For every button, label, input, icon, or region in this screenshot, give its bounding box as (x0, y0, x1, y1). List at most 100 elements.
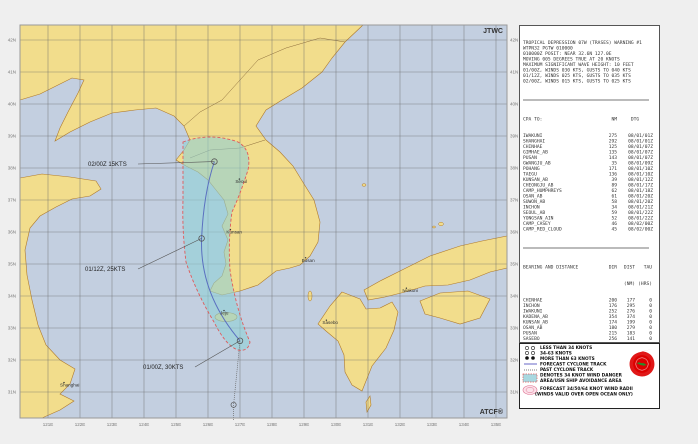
lat-tick-right: 42N (510, 38, 518, 43)
warning-header-line: TROPICAL DEPRESSION 07W (TRASES) WARNING… (523, 40, 642, 46)
table-cell: 143 (608, 155, 617, 161)
less-than-34-icon (525, 346, 529, 350)
table-row: OSAN_AB 180 279 0 (523, 325, 658, 331)
city-label: Busan (302, 258, 315, 263)
table-row: PUSAN 143 08/01/07Z (523, 155, 658, 161)
table-cell: SEOUL_AB (523, 210, 546, 216)
table-cell: 275 (608, 133, 617, 139)
forecast-position-label: 01/12Z, 25KTS (85, 267, 125, 273)
lat-tick-right: 41N (510, 70, 518, 75)
table-cell: KADENA_AB (523, 314, 548, 320)
table-cell: KUNSAN_AB (523, 319, 548, 326)
lat-tick-right: 36N (510, 230, 518, 235)
bearing-table: CHINHAE 200 177 0 INCHON 176 295 0 IWAKUNI 252 276… (523, 297, 658, 343)
table-cell: 08/01/22Z (628, 210, 653, 216)
table-cell: 0 (649, 303, 652, 309)
city-labels: Seoul Kunsan Busan Jeju Sasebo Iwakuni Shangha… (60, 178, 418, 388)
lat-tick-left: 32N (8, 358, 16, 363)
label-leader-line (194, 340, 241, 368)
jtwc-logo (629, 348, 655, 377)
table-row: SHANGHAI 292 08/01/01Z (523, 139, 658, 145)
lon-tick: 132E (395, 422, 406, 427)
table-cell: TAEGU (523, 171, 537, 178)
table-cell: PUSAN (523, 330, 537, 337)
table-row: POHANG 171 08/01/10Z (523, 166, 658, 172)
table-cell: PUSAN (523, 155, 537, 161)
label-leader-line (137, 161, 215, 165)
table-cell: IWAKUNI (523, 133, 543, 139)
tanegashima-land (365, 395, 372, 413)
table-cell: 08/01/17Z (628, 182, 653, 189)
table-cell: OSAN_AB (523, 193, 543, 200)
lon-tick: 123E (107, 422, 118, 427)
table-cell: 89 (611, 182, 617, 189)
lat-tick-right: 31N (510, 390, 518, 395)
lon-tick: 124E (139, 422, 150, 427)
city-label: Kunsan (226, 230, 242, 235)
table-cell: 0 (649, 330, 652, 337)
table-row: GWANGJU_AB 35 08/01/09Z (523, 161, 658, 167)
city-dot (405, 287, 408, 289)
table-cell: GWANGJU_AB (523, 160, 551, 167)
city-label: Sasebo (322, 320, 338, 325)
lat-tick-left: 33N (8, 326, 16, 331)
table-cell: 08/01/01Z (628, 133, 653, 139)
forecast-position-label: 01/00Z, 30KTS (143, 365, 183, 371)
table-cell: 08/01/07Z (628, 155, 653, 161)
software-label: ATCF® (480, 408, 504, 416)
shikoku-land (419, 290, 491, 325)
table-cell: 08/01/21Z (628, 204, 653, 211)
table-cell: CHINHAE (523, 297, 543, 304)
table-cell: 279 (626, 325, 635, 331)
table-cell: 08/01/20Z (628, 199, 653, 205)
table-row: PUSAN 215 183 0 (523, 331, 658, 337)
warning-header-line: WTPN32 PGTW 010000 (523, 45, 573, 52)
past-position-marker (230, 401, 237, 408)
table-cell: 08/01/09Z (628, 160, 653, 167)
warning-text-content: TROPICAL DEPRESSION 07W (TRASES) WARNING… (520, 26, 659, 343)
city-label: Jeju (220, 311, 229, 316)
table-cell: 141 (626, 336, 635, 342)
table-cell: SHANGHAI (523, 138, 546, 145)
lat-tick-left: 40N (8, 102, 16, 107)
table-row: KUNSAN_AB 174 199 0 (523, 320, 658, 326)
table-cell: 08/01/18Z (628, 188, 653, 194)
table-row: GIMHAE_AB 135 08/01/07Z (523, 150, 658, 156)
table-row: SUWON_AB 58 08/01/20Z (523, 199, 658, 205)
danger-area-icon (522, 373, 538, 383)
label-leader-line (137, 238, 202, 270)
lat-tick-left: 35N (8, 262, 16, 267)
table-cell: GIMHAE_AB (523, 149, 548, 156)
table-row: YONGSAN_AIN 52 08/01/22Z (523, 216, 658, 222)
lat-tick-right: 40N (510, 102, 518, 107)
table-cell: INCHON (523, 303, 540, 309)
table-cell: 374 (626, 314, 635, 320)
forecast-position-marker (211, 158, 218, 165)
table-cell: 39 (611, 177, 617, 183)
table-row: CAMP_CASEY 46 08/02/00Z (523, 221, 658, 227)
table-row: INCHON 34 08/01/21Z (523, 205, 658, 211)
table-cell: 199 (626, 319, 635, 326)
lon-tick: 131E (363, 422, 374, 427)
table-cell: CAMP_HUMPHREYS (523, 188, 562, 194)
warning-header-line: MOVING 005 DEGREES TRUE AT 20 KNOTS (523, 56, 620, 63)
city-label: Iwakuni (402, 288, 418, 293)
island (438, 221, 444, 227)
warning-header-line: 02/00Z, WINDS 015 KTS, GUSTS TO 025 KTS (523, 78, 631, 85)
table-cell: 180 (603, 342, 617, 343)
legend-content: LESS THAN 34 KNOTS 34-63 KNOTS MORE THAN… (520, 344, 658, 408)
table-cell: CHINHAE (523, 144, 543, 150)
table-cell: 0 (649, 308, 652, 315)
warning-header-line: 01/12Z, WINDS 025 KTS, GUSTS TO 035 KTS (523, 73, 631, 79)
lon-tick: 135E (491, 422, 502, 427)
table-cell: INCHON (523, 204, 540, 211)
warning-header-line: 010000Z POSIT: NEAR 32.6N 127.0E (523, 51, 612, 57)
table-cell: 295 (626, 303, 635, 309)
table-cell: CHEONGJU_AB (523, 182, 554, 189)
table-cell: 292 (608, 138, 617, 145)
table-row: INCHON 176 295 0 (523, 303, 658, 309)
table-cell: 59 (611, 210, 617, 216)
table-cell: 58 (611, 199, 617, 205)
city-label: Seoul (235, 179, 247, 184)
axis-ticks: 42N 42N 41N 41N 40N 40N 39N 39N 38N 38N 37N 37N 36N 3… (8, 38, 518, 428)
